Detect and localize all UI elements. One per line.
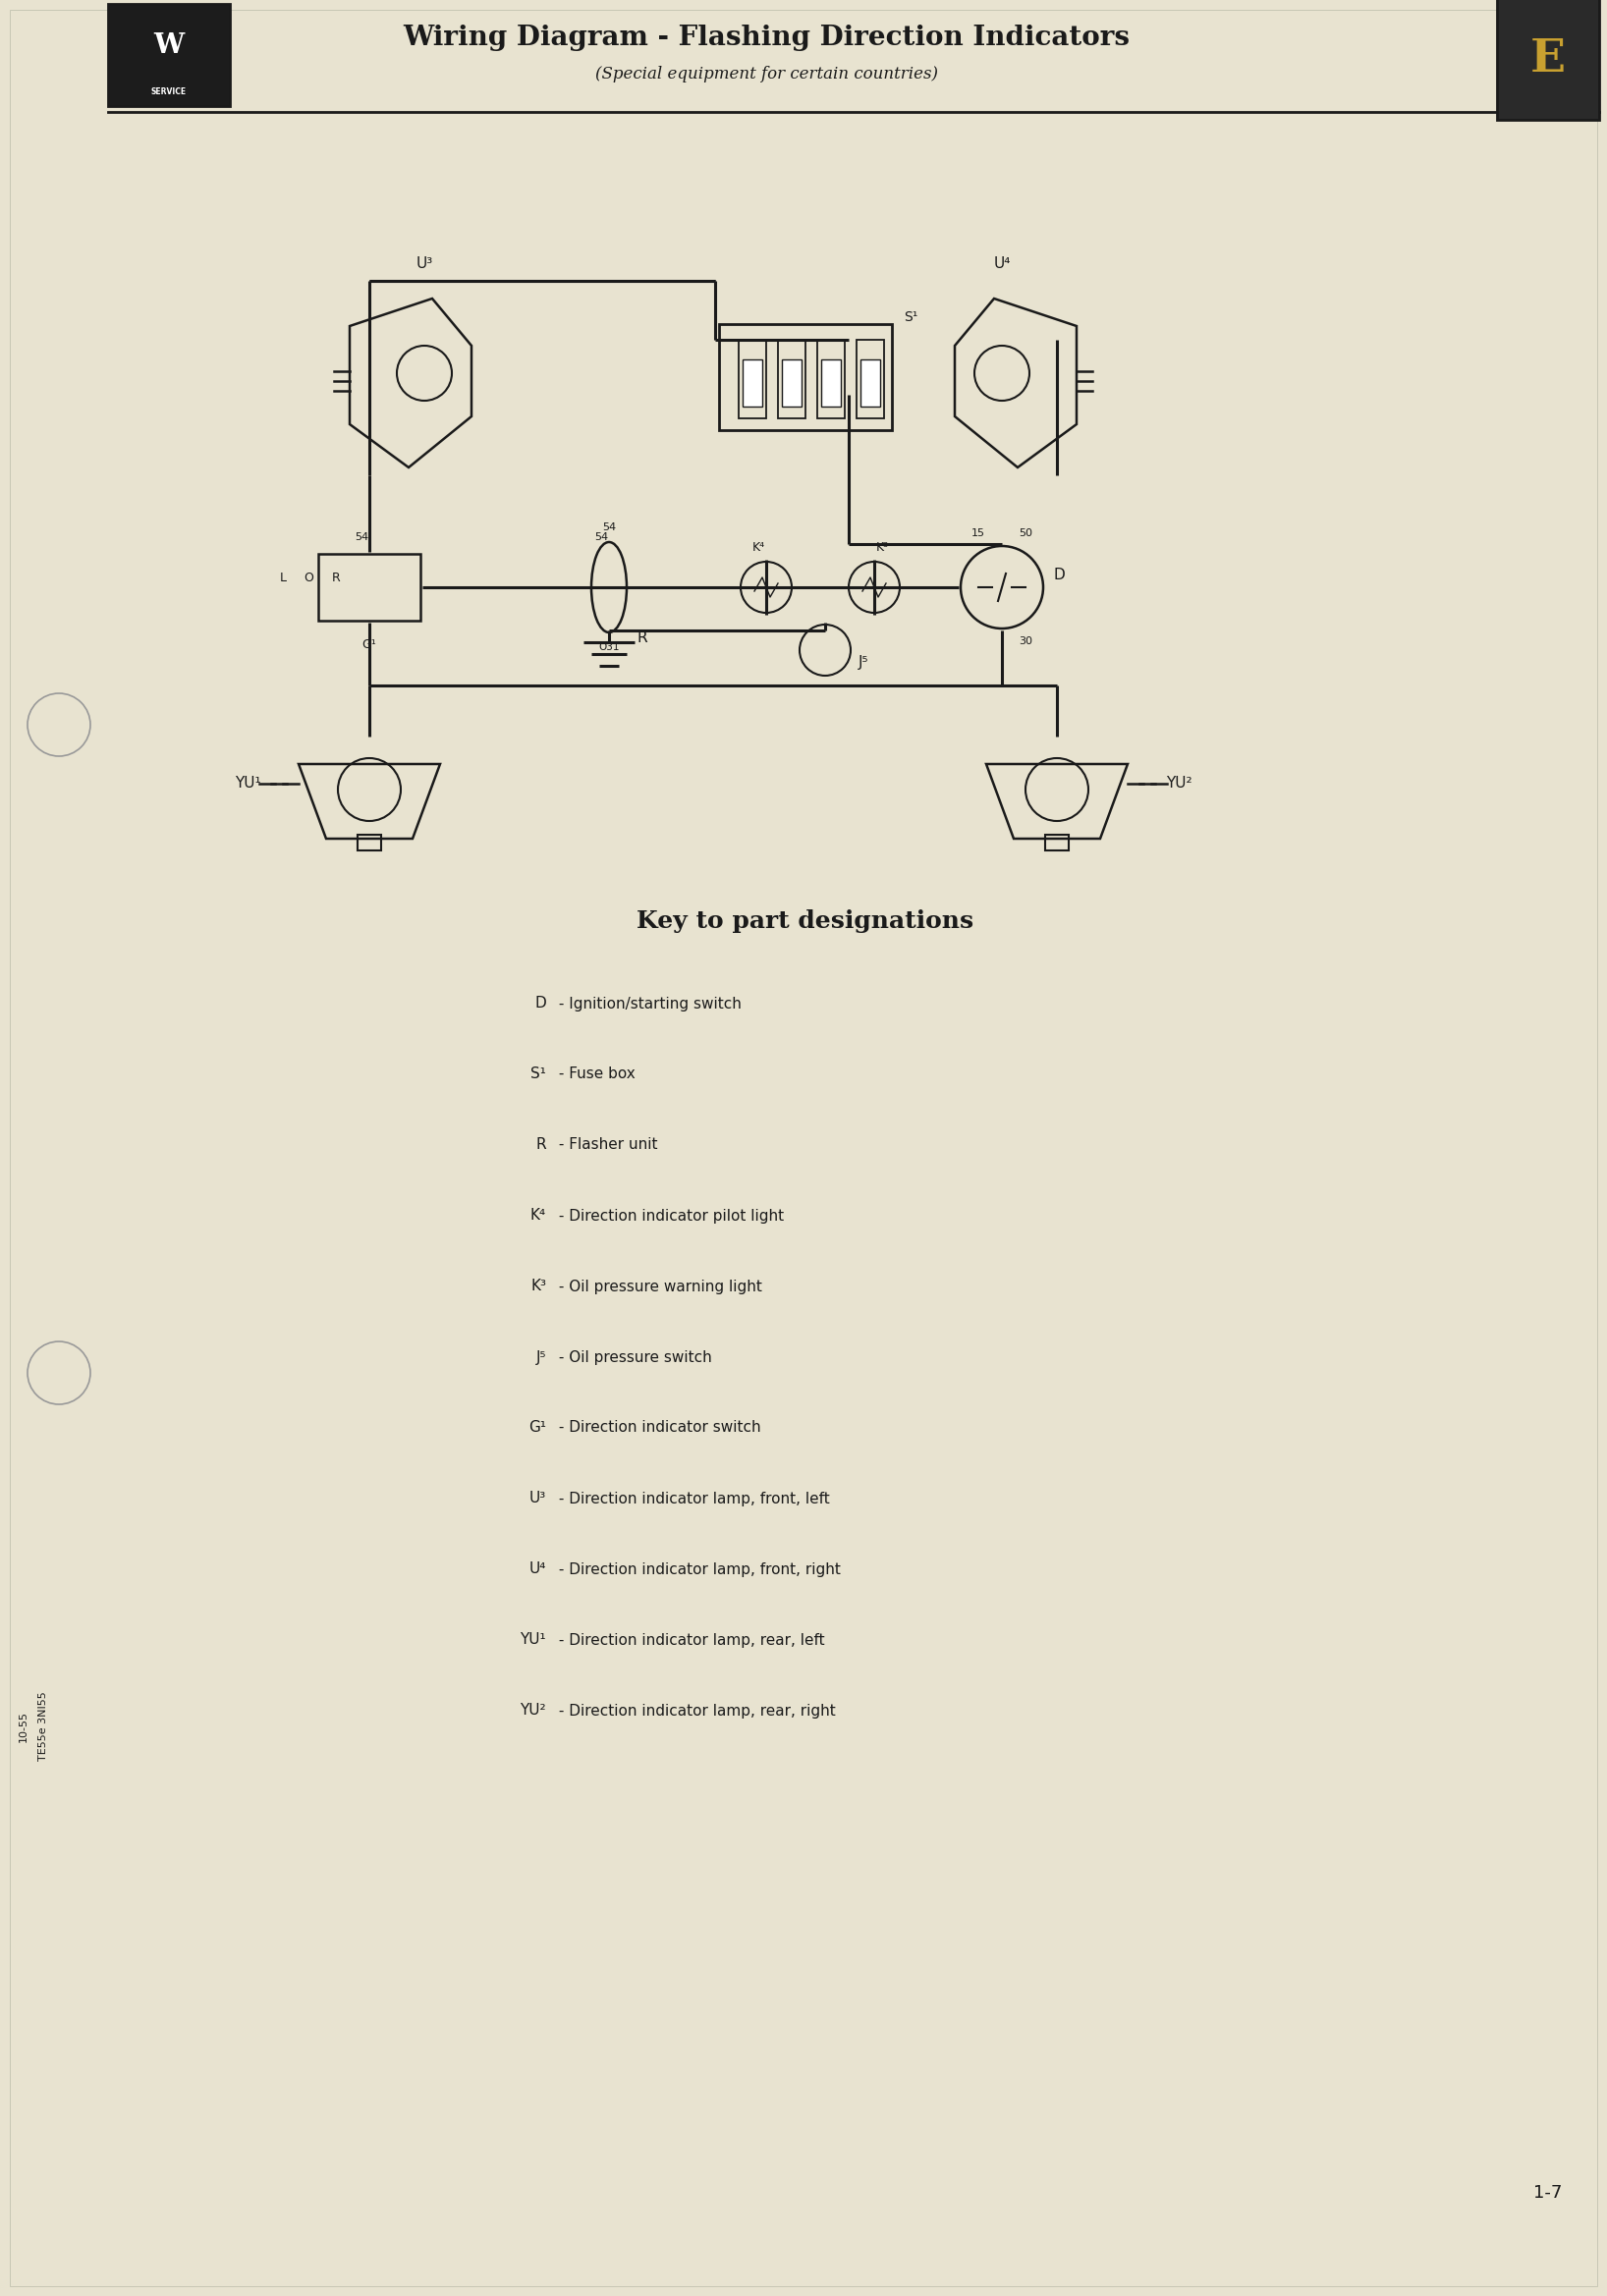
- Bar: [718, 324, 892, 429]
- Text: 15: 15: [972, 528, 985, 537]
- Text: (Special equipment for certain countries): (Special equipment for certain countries…: [595, 67, 937, 83]
- Bar: [860, 360, 881, 406]
- Bar: [783, 360, 802, 406]
- Bar: [1498, 0, 1599, 119]
- Text: D: D: [1053, 567, 1064, 583]
- Text: U⁴: U⁴: [529, 1561, 546, 1577]
- Bar: [857, 340, 884, 418]
- Text: - Oil pressure warning light: - Oil pressure warning light: [554, 1279, 762, 1295]
- Text: R: R: [535, 1139, 546, 1153]
- Text: 54: 54: [595, 533, 607, 542]
- Text: R: R: [636, 631, 648, 645]
- Text: W: W: [154, 32, 185, 57]
- Text: O: O: [304, 572, 313, 583]
- Text: J⁵: J⁵: [858, 654, 869, 668]
- Text: TE55e 3NI55: TE55e 3NI55: [39, 1692, 48, 1761]
- Text: Wiring Diagram - Flashing Direction Indicators: Wiring Diagram - Flashing Direction Indi…: [403, 23, 1130, 51]
- Text: - Direction indicator lamp, rear, right: - Direction indicator lamp, rear, right: [554, 1704, 836, 1717]
- Bar: [318, 553, 421, 620]
- Text: - Direction indicator lamp, front, left: - Direction indicator lamp, front, left: [554, 1490, 829, 1506]
- Bar: [108, 5, 230, 106]
- Text: S¹: S¹: [530, 1068, 546, 1081]
- Text: R: R: [331, 572, 341, 583]
- Text: G¹: G¹: [529, 1421, 546, 1435]
- Bar: [778, 340, 805, 418]
- Text: - Direction indicator pilot light: - Direction indicator pilot light: [554, 1208, 784, 1224]
- Text: - Oil pressure switch: - Oil pressure switch: [554, 1350, 712, 1364]
- Text: K⁴: K⁴: [530, 1208, 546, 1224]
- Text: YU²: YU²: [521, 1704, 546, 1717]
- Text: - Direction indicator lamp, rear, left: - Direction indicator lamp, rear, left: [554, 1632, 824, 1646]
- Text: Key to part designations: Key to part designations: [636, 909, 974, 932]
- Text: YU¹: YU¹: [235, 776, 260, 792]
- Text: J⁵: J⁵: [535, 1350, 546, 1364]
- Text: - Direction indicator switch: - Direction indicator switch: [554, 1421, 760, 1435]
- Text: G¹: G¹: [362, 638, 376, 652]
- Text: 50: 50: [1019, 528, 1032, 537]
- Text: 54: 54: [603, 523, 615, 533]
- Text: S¹: S¹: [903, 310, 918, 324]
- Text: - Flasher unit: - Flasher unit: [554, 1139, 657, 1153]
- Text: K³: K³: [530, 1279, 546, 1295]
- Text: U³: U³: [529, 1490, 546, 1506]
- Bar: [821, 360, 840, 406]
- Text: 54: 54: [355, 533, 368, 542]
- Text: K³: K³: [876, 542, 889, 553]
- Text: E: E: [1530, 37, 1565, 83]
- Text: YU²: YU²: [1165, 776, 1192, 792]
- Text: 30: 30: [1019, 636, 1032, 645]
- Text: - Direction indicator lamp, front, right: - Direction indicator lamp, front, right: [554, 1561, 840, 1577]
- Bar: [1045, 836, 1069, 850]
- Text: SERVICE: SERVICE: [151, 87, 186, 96]
- Text: U³: U³: [416, 257, 432, 271]
- Text: L: L: [280, 572, 286, 583]
- Text: 10-55: 10-55: [19, 1711, 29, 1743]
- Text: O31: O31: [598, 643, 620, 652]
- Text: - Ignition/starting switch: - Ignition/starting switch: [554, 996, 741, 1010]
- Bar: [818, 340, 845, 418]
- Text: U⁴: U⁴: [993, 257, 1011, 271]
- Bar: [742, 360, 762, 406]
- Bar: [739, 340, 767, 418]
- Text: D: D: [535, 996, 546, 1010]
- Bar: [357, 836, 381, 850]
- Text: - Fuse box: - Fuse box: [554, 1068, 635, 1081]
- Text: 1-7: 1-7: [1533, 2183, 1562, 2202]
- Text: K⁴: K⁴: [752, 542, 765, 553]
- Text: YU¹: YU¹: [521, 1632, 546, 1646]
